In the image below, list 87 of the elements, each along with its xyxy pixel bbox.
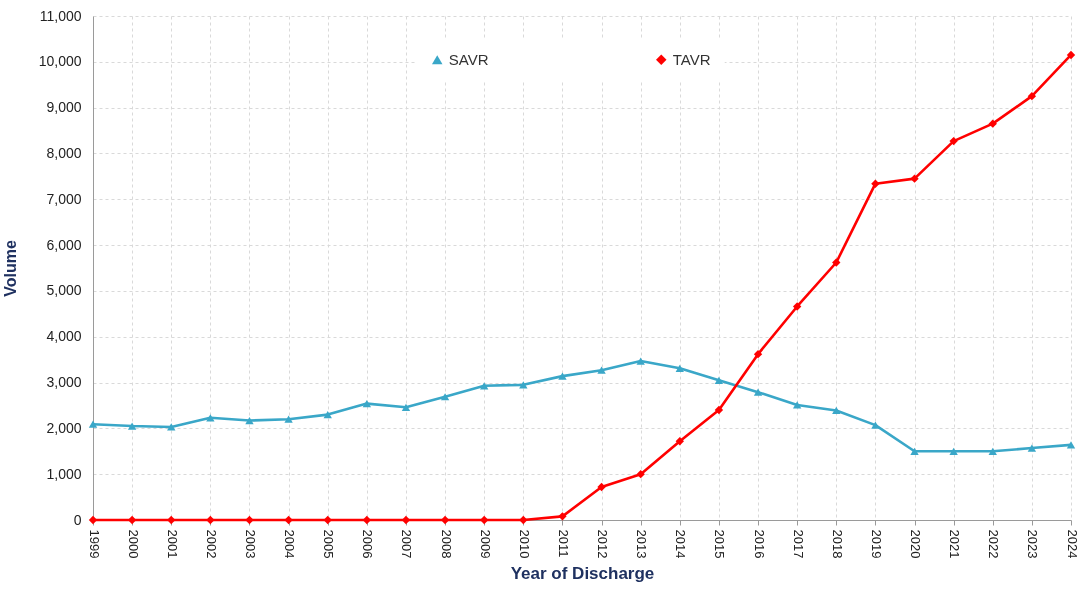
point	[753, 388, 763, 396]
point	[597, 482, 606, 492]
point	[792, 401, 802, 409]
point	[440, 393, 450, 401]
point	[1027, 444, 1037, 452]
point	[480, 515, 489, 525]
x-tick-label: 2011	[555, 529, 571, 558]
point	[988, 447, 997, 455]
point	[636, 470, 645, 479]
point	[675, 437, 684, 446]
point	[558, 372, 567, 380]
x-tick-label: 2018	[829, 529, 845, 559]
legend-label: SAVR	[448, 50, 489, 68]
x-axis-title: Year of Discharge	[510, 564, 655, 584]
x-tick-label: 2004	[282, 529, 298, 559]
point	[206, 515, 215, 525]
x-tick-label: 2002	[203, 529, 219, 559]
y-tick-label: 9,000	[46, 99, 82, 116]
x-tick-label: 2007	[399, 529, 415, 559]
x-tick-label: 2023	[1025, 529, 1041, 559]
point	[323, 411, 332, 419]
y-tick-label: 5,000	[46, 282, 82, 299]
y-tick-label: 10,000	[38, 53, 82, 70]
y-tick-label: 1,000	[46, 465, 82, 482]
legend-label: TAVR	[672, 50, 711, 68]
x-tick-label: 2006	[360, 529, 376, 559]
x-tick-label: 2017	[790, 529, 806, 559]
point	[792, 302, 802, 311]
x-tick-label: 2005	[321, 529, 337, 559]
point	[245, 416, 254, 425]
point	[284, 515, 293, 525]
point	[88, 420, 98, 428]
point	[949, 447, 958, 455]
y-axis-title: Volume	[1, 240, 19, 297]
point	[167, 423, 176, 431]
x-tick-label: 2003	[242, 529, 258, 559]
x-tick-label: 2016	[751, 529, 767, 559]
x-tick-label: 2008	[438, 529, 454, 559]
point	[714, 376, 724, 384]
x-tick-label: 2009	[477, 529, 493, 559]
point	[206, 414, 215, 422]
point	[401, 403, 411, 411]
point	[284, 415, 293, 423]
y-tick-label: 7,000	[46, 190, 82, 207]
y-tick-label: 3,000	[46, 374, 82, 391]
y-tick-label: 4,000	[46, 328, 82, 345]
point	[362, 400, 372, 408]
point	[245, 515, 254, 525]
x-tick-label: 2021	[947, 529, 963, 559]
point	[910, 447, 919, 455]
x-tick-label: 2024	[1064, 529, 1080, 559]
point	[636, 357, 645, 365]
y-tick-label: 2,000	[46, 419, 82, 436]
x-tick-label: 1999	[86, 529, 102, 559]
point	[323, 515, 332, 525]
x-tick-label: 2014	[673, 529, 689, 559]
y-tick-label: 11,000	[39, 7, 82, 24]
point	[675, 364, 684, 372]
point	[871, 421, 880, 429]
x-tick-label: 2001	[164, 529, 180, 559]
point	[714, 405, 724, 415]
x-tick-label: 2013	[634, 529, 650, 559]
y-tick-label: 0	[73, 511, 82, 528]
point	[832, 258, 841, 267]
point	[988, 119, 997, 128]
x-tick-label: 2020	[908, 529, 924, 559]
x-tick-label: 2000	[125, 529, 141, 559]
point	[480, 382, 489, 390]
point	[597, 366, 606, 374]
y-tick-label: 6,000	[46, 236, 82, 253]
point	[558, 512, 567, 521]
x-tick-label: 2012	[595, 529, 611, 559]
point	[1027, 92, 1037, 101]
point	[1066, 50, 1076, 60]
point	[167, 515, 176, 525]
point	[753, 349, 763, 359]
x-tick-label: 2019	[868, 529, 884, 559]
x-tick-label: 2010	[516, 529, 532, 559]
point	[832, 406, 841, 415]
point	[949, 136, 958, 146]
point	[910, 174, 919, 183]
point	[127, 422, 137, 430]
point	[519, 515, 528, 525]
x-tick-label: 2022	[986, 529, 1002, 559]
x-tick-label: 2015	[712, 529, 728, 559]
y-tick-label: 8,000	[46, 144, 82, 161]
point	[871, 179, 880, 188]
